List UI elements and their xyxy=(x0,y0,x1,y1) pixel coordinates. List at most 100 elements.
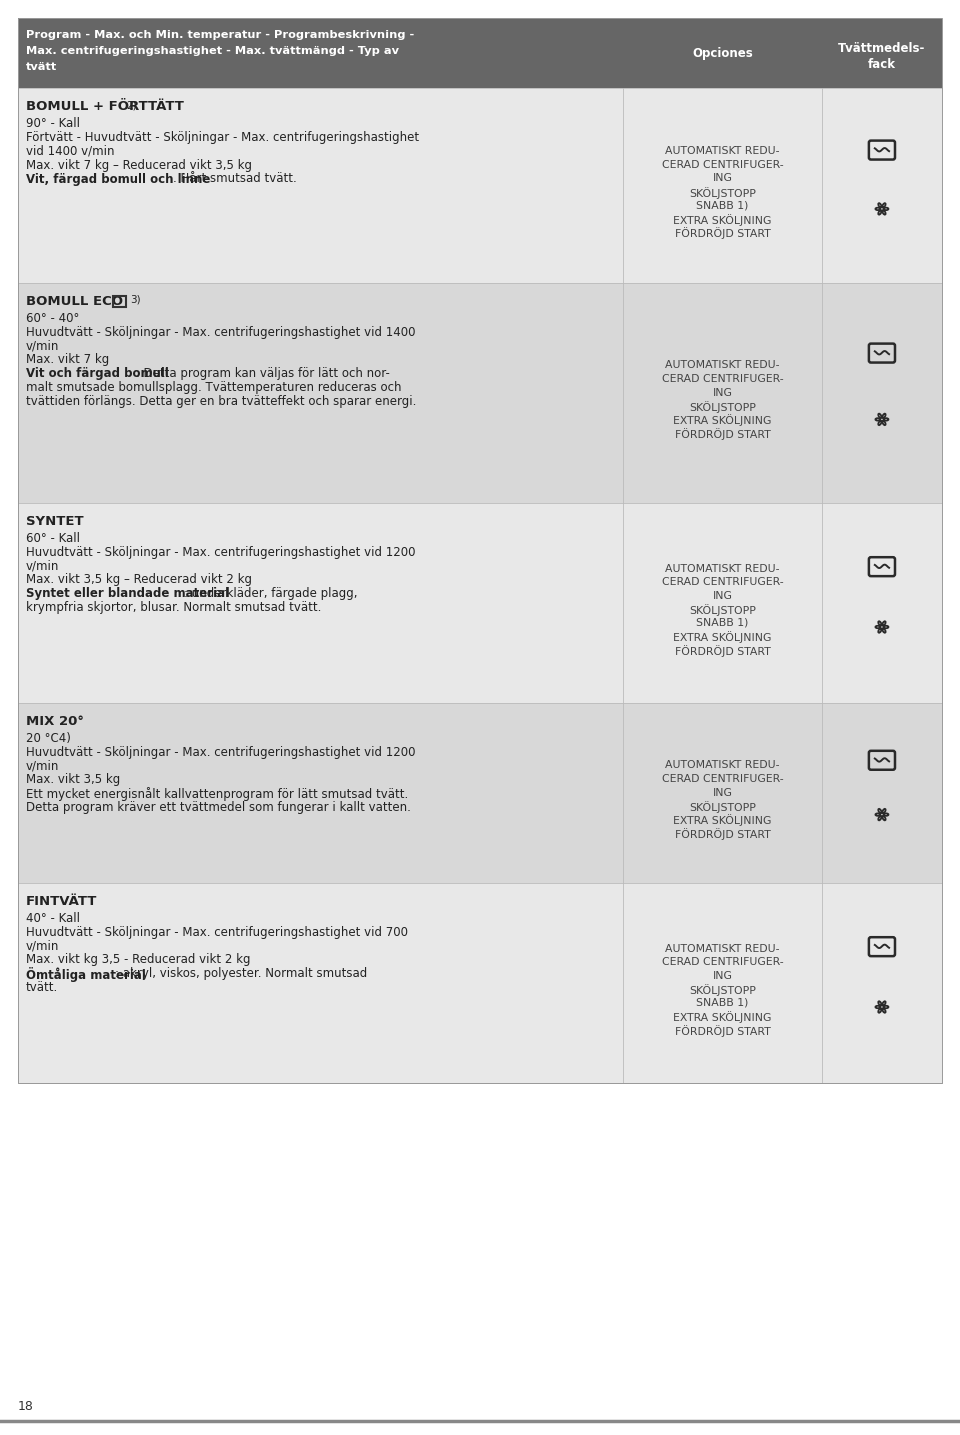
Bar xyxy=(822,88,942,283)
Text: Max. vikt 7 kg: Max. vikt 7 kg xyxy=(26,353,109,366)
Text: SKÖLJSTOPP: SKÖLJSTOPP xyxy=(689,801,756,812)
Text: SNABB 1): SNABB 1) xyxy=(696,201,749,211)
Text: malt smutsade bomullsplagg. Tvättemperaturen reduceras och: malt smutsade bomullsplagg. Tvättemperat… xyxy=(26,382,401,395)
Text: Max. centrifugeringshastighet - Max. tvättmängd - Typ av: Max. centrifugeringshastighet - Max. tvä… xyxy=(26,46,399,56)
Text: FÖRDRÖJD START: FÖRDRÖJD START xyxy=(675,227,771,240)
Text: . Hårt smutsad tvätt.: . Hårt smutsad tvätt. xyxy=(173,172,297,185)
Text: 2): 2) xyxy=(127,100,137,110)
Text: 40° - Kall: 40° - Kall xyxy=(26,913,80,926)
Text: Ömtåliga material: Ömtåliga material xyxy=(26,967,146,983)
Text: CERAD CENTRIFUGER-: CERAD CENTRIFUGER- xyxy=(661,577,783,587)
Bar xyxy=(822,19,942,88)
Bar xyxy=(113,296,126,307)
Text: AUTOMATISKT REDU-: AUTOMATISKT REDU- xyxy=(665,944,780,954)
Text: SNABB 1): SNABB 1) xyxy=(696,997,749,1007)
Text: krympfria skjortor, blusar. Normalt smutsad tvätt.: krympfria skjortor, blusar. Normalt smut… xyxy=(26,601,322,614)
Bar xyxy=(822,283,942,504)
Bar xyxy=(18,283,623,504)
Text: Ett mycket energisnålt kallvattenprogram för lätt smutsad tvätt.: Ett mycket energisnålt kallvattenprogram… xyxy=(26,788,408,802)
Text: v/min: v/min xyxy=(26,340,60,353)
Bar xyxy=(822,504,942,703)
Bar xyxy=(18,703,623,883)
Bar xyxy=(18,19,942,1083)
Text: : akryl, viskos, polyester. Normalt smutsad: : akryl, viskos, polyester. Normalt smut… xyxy=(115,967,368,980)
Text: CERAD CENTRIFUGER-: CERAD CENTRIFUGER- xyxy=(661,375,783,385)
Text: Huvudtvätt - Sköljningar - Max. centrifugeringshastighet vid 1200: Huvudtvätt - Sköljningar - Max. centrifu… xyxy=(26,746,416,759)
Text: BOMULL + FÖRTTÄTT: BOMULL + FÖRTTÄTT xyxy=(26,100,184,113)
Text: SKÖLJSTOPP: SKÖLJSTOPP xyxy=(689,604,756,616)
Text: AUTOMATISKT REDU-: AUTOMATISKT REDU- xyxy=(665,146,780,156)
Text: 60° - Kall: 60° - Kall xyxy=(26,532,80,545)
Text: SKÖLJSTOPP: SKÖLJSTOPP xyxy=(689,984,756,996)
Text: 90° - Kall: 90° - Kall xyxy=(26,118,80,131)
Text: ING: ING xyxy=(712,788,732,798)
Text: Tvättmedels-: Tvättmedels- xyxy=(838,42,925,55)
Text: BOMULL ECO: BOMULL ECO xyxy=(26,296,123,309)
Text: CERAD CENTRIFUGER-: CERAD CENTRIFUGER- xyxy=(661,159,783,169)
Text: fack: fack xyxy=(868,57,896,70)
Text: FÖRDRÖJD START: FÖRDRÖJD START xyxy=(675,428,771,441)
Text: tvätt: tvätt xyxy=(26,62,58,72)
Text: ING: ING xyxy=(712,591,732,601)
Bar xyxy=(623,504,822,703)
Bar xyxy=(623,88,822,283)
Text: Syntet eller blandade material: Syntet eller blandade material xyxy=(26,587,229,600)
Text: v/min: v/min xyxy=(26,560,60,573)
Text: EXTRA SKÖLJNING: EXTRA SKÖLJNING xyxy=(673,214,772,225)
Text: ING: ING xyxy=(712,387,732,397)
Text: FÖRDRÖJD START: FÖRDRÖJD START xyxy=(675,644,771,657)
Text: Huvudtvätt - Sköljningar - Max. centrifugeringshastighet vid 1400: Huvudtvätt - Sköljningar - Max. centrifu… xyxy=(26,326,416,339)
Text: SKÖLJSTOPP: SKÖLJSTOPP xyxy=(689,187,756,198)
Text: Vit, färgad bomull och linne: Vit, färgad bomull och linne xyxy=(26,172,210,185)
Text: EXTRA SKÖLJNING: EXTRA SKÖLJNING xyxy=(673,1012,772,1023)
Text: FÖRDRÖJD START: FÖRDRÖJD START xyxy=(675,828,771,839)
Text: EXTRA SKÖLJNING: EXTRA SKÖLJNING xyxy=(673,631,772,643)
Bar xyxy=(18,883,623,1083)
Bar xyxy=(623,283,822,504)
Bar xyxy=(623,19,822,88)
Text: CERAD CENTRIFUGER-: CERAD CENTRIFUGER- xyxy=(661,773,783,784)
Bar xyxy=(18,19,623,88)
Text: Max. vikt kg 3,5 - Reducerad vikt 2 kg: Max. vikt kg 3,5 - Reducerad vikt 2 kg xyxy=(26,953,251,967)
Text: . Detta program kan väljas för lätt och nor-: . Detta program kan väljas för lätt och … xyxy=(136,367,390,380)
Text: : underkläder, färgade plagg,: : underkläder, färgade plagg, xyxy=(183,587,357,600)
Text: Vit och färgad bomull: Vit och färgad bomull xyxy=(26,367,169,380)
Text: Max. vikt 3,5 kg: Max. vikt 3,5 kg xyxy=(26,773,120,786)
Text: AUTOMATISKT REDU-: AUTOMATISKT REDU- xyxy=(665,360,780,370)
Text: Detta program kräver ett tvättmedel som fungerar i kallt vatten.: Detta program kräver ett tvättmedel som … xyxy=(26,801,411,814)
Text: tvätt.: tvätt. xyxy=(26,982,59,994)
Text: vid 1400 v/min: vid 1400 v/min xyxy=(26,145,114,158)
Text: 60° - 40°: 60° - 40° xyxy=(26,311,80,324)
Text: MIX 20°: MIX 20° xyxy=(26,715,84,728)
Text: 18: 18 xyxy=(18,1401,34,1413)
Text: Max. vikt 3,5 kg – Reducerad vikt 2 kg: Max. vikt 3,5 kg – Reducerad vikt 2 kg xyxy=(26,574,252,587)
Text: 3): 3) xyxy=(130,296,140,306)
Text: tvättiden förlängs. Detta ger en bra tvätteffekt och sparar energi.: tvättiden förlängs. Detta ger en bra tvä… xyxy=(26,395,417,408)
Text: 20 °C4): 20 °C4) xyxy=(26,732,71,745)
Text: v/min: v/min xyxy=(26,759,60,772)
Text: SNABB 1): SNABB 1) xyxy=(696,617,749,627)
Text: v/min: v/min xyxy=(26,940,60,953)
Text: AUTOMATISKT REDU-: AUTOMATISKT REDU- xyxy=(665,761,780,771)
Text: Huvudtvätt - Sköljningar - Max. centrifugeringshastighet vid 1200: Huvudtvätt - Sköljningar - Max. centrifu… xyxy=(26,545,416,560)
Bar xyxy=(822,703,942,883)
Text: ING: ING xyxy=(712,174,732,184)
Text: FÖRDRÖJD START: FÖRDRÖJD START xyxy=(675,1025,771,1036)
Bar xyxy=(18,504,623,703)
Text: SKÖLJSTOPP: SKÖLJSTOPP xyxy=(689,400,756,413)
Bar xyxy=(822,883,942,1083)
Text: Förtvätt - Huvudtvätt - Sköljningar - Max. centrifugeringshastighet: Förtvätt - Huvudtvätt - Sköljningar - Ma… xyxy=(26,131,420,144)
Text: SYNTET: SYNTET xyxy=(26,515,84,528)
Text: Max. vikt 7 kg – Reducerad vikt 3,5 kg: Max. vikt 7 kg – Reducerad vikt 3,5 kg xyxy=(26,158,252,172)
Bar xyxy=(18,88,623,283)
Text: CERAD CENTRIFUGER-: CERAD CENTRIFUGER- xyxy=(661,957,783,967)
Text: Huvudtvätt - Sköljningar - Max. centrifugeringshastighet vid 700: Huvudtvätt - Sköljningar - Max. centrifu… xyxy=(26,926,408,938)
Bar xyxy=(623,703,822,883)
Text: ING: ING xyxy=(712,970,732,980)
Text: FINTVÄTT: FINTVÄTT xyxy=(26,895,97,908)
Bar xyxy=(623,883,822,1083)
Text: AUTOMATISKT REDU-: AUTOMATISKT REDU- xyxy=(665,564,780,574)
Text: EXTRA SKÖLJNING: EXTRA SKÖLJNING xyxy=(673,415,772,426)
Text: Opciones: Opciones xyxy=(692,46,753,59)
Text: Program - Max. och Min. temperatur - Programbeskrivning -: Program - Max. och Min. temperatur - Pro… xyxy=(26,30,415,40)
